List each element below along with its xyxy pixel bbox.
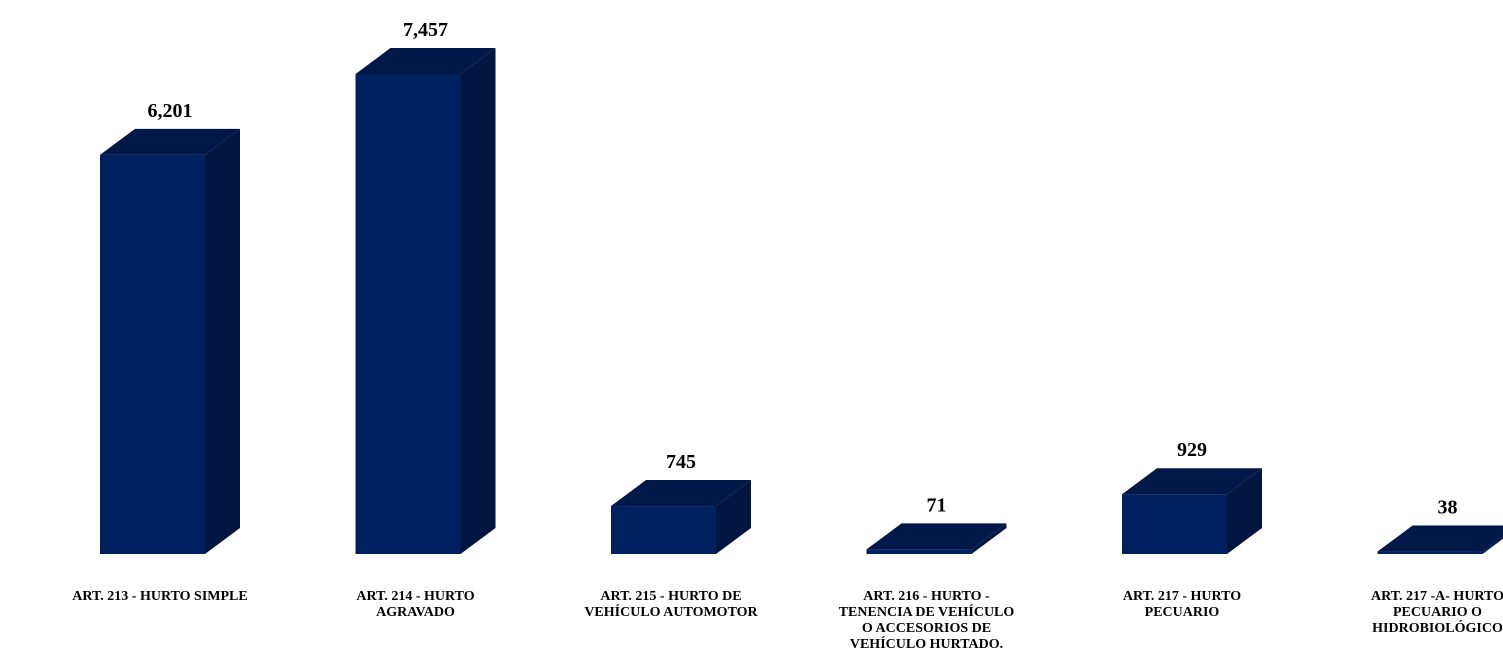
bar-front-face [355,74,461,554]
bar-top-face [100,128,240,155]
value-label: 38 [1438,497,1458,519]
bars-group [100,48,1503,554]
value-label: 745 [666,451,696,473]
value-label: 6,201 [148,100,193,122]
category-labels-group: ART. 213 - HURTO SIMPLE ART. 214 - HURTO A… [72,589,1503,652]
category-label: ART. 215 - HURTO DE VEHÍCULO AUTOMOTOR [584,589,758,620]
bar-4 [866,523,1007,554]
bar-side-face [205,128,240,554]
bar-side-face [460,48,496,554]
bar-top-face [1377,525,1503,552]
bar-front-face [100,154,205,554]
bar-6 [1377,525,1503,554]
bar-side-face [971,523,1007,554]
bar-2 [355,48,496,554]
category-label: ART. 216 - HURTO -TENENCIA DE VEHÍCULO O … [839,589,1015,652]
category-label: ART. 213 - HURTO SIMPLE [72,589,247,604]
bar-top-face [355,48,496,74]
bar-side-face [1482,536,1503,554]
value-label: 71 [927,494,947,516]
bar-front-face [1377,551,1483,554]
category-label: ART. 214 - HURTO AGRAVADO [356,589,474,620]
category-label: ART. 217 - HURTO PECUARIO [1123,589,1241,620]
bar-side-face [1227,468,1262,554]
bar-5 [1122,468,1262,554]
bar-front-face [866,549,972,554]
bar-side-face [716,480,751,554]
bar-top-face [1122,468,1262,495]
value-label: 929 [1177,439,1207,461]
bar-top-face [611,480,751,507]
value-label: 7,457 [403,19,448,41]
bar-top-face [866,523,1007,550]
bar-front-face [611,506,716,554]
value-labels-group: 6,201 7,457 745 71 929 38 [148,19,1458,519]
bar-3 [611,480,751,554]
category-label: ART. 217 -A- HURTO PECUARIO O HIDROBIOLÓGI… [1371,589,1503,636]
bar-front-face [1122,494,1227,554]
bar-1 [100,128,240,554]
